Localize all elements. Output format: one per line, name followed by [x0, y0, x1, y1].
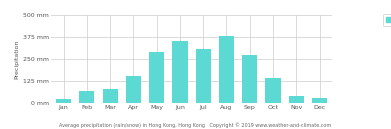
Bar [102, 89, 118, 103]
Bar [196, 49, 211, 103]
Bar [149, 52, 164, 103]
Bar [312, 98, 327, 103]
Text: Average precipitation (rain/snow) in Hong Kong, Hong Kong   Copyright © 2019 www: Average precipitation (rain/snow) in Hon… [59, 122, 332, 128]
Bar [289, 96, 304, 103]
Bar [219, 36, 234, 103]
Bar [242, 55, 257, 103]
Bar [126, 76, 141, 103]
Bar [79, 91, 95, 103]
Legend: Precipitation: Precipitation [383, 14, 391, 26]
Bar [265, 78, 281, 103]
Bar [172, 41, 188, 103]
Y-axis label: Precipitation: Precipitation [15, 40, 20, 79]
Bar [56, 99, 71, 103]
